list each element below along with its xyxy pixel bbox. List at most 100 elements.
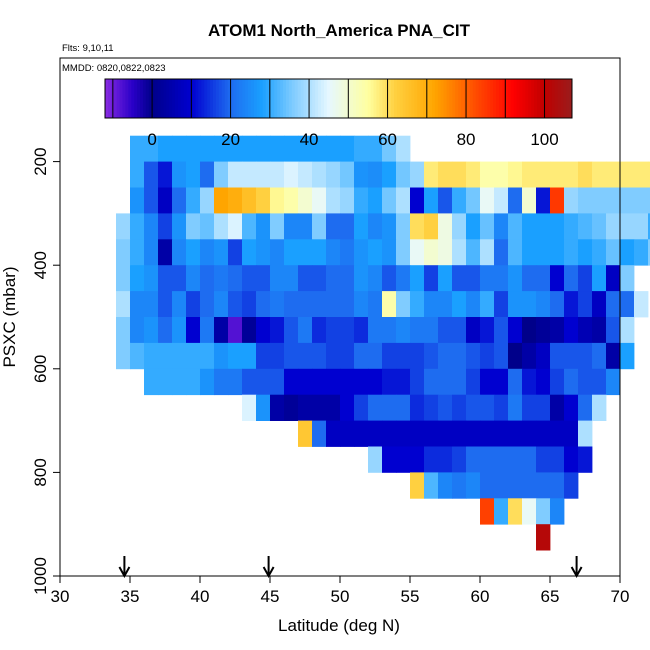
heatmap-cell [242, 213, 257, 240]
heatmap-cell [564, 265, 579, 292]
colorbar-segment [245, 79, 249, 118]
colorbar-segment [525, 79, 529, 118]
heatmap-cell [410, 265, 425, 292]
colorbar-tick-label: 60 [378, 130, 397, 149]
heatmap-cell [382, 368, 397, 396]
heatmap-cell [480, 446, 495, 473]
colorbar-segment [172, 79, 176, 118]
heatmap-cell [438, 161, 453, 188]
heatmap-cell [396, 213, 411, 240]
heatmap-cell [578, 213, 593, 240]
colorbar-segment [455, 79, 459, 118]
colorbar-segment [560, 79, 564, 118]
colorbar-segment [405, 79, 410, 118]
colorbar-segment [227, 79, 232, 118]
colorbar-segment [113, 79, 118, 118]
heatmap-cell [438, 394, 453, 421]
heatmap-cell [620, 291, 635, 318]
colorbar-segment [122, 79, 126, 118]
heatmap-cell [298, 135, 313, 162]
colorbar-segment [563, 79, 567, 118]
heatmap-cell [480, 472, 495, 499]
heatmap-cell [368, 342, 383, 370]
heatmap-cell [536, 420, 551, 447]
colorbar-segment [151, 79, 156, 118]
colorbar-segment [411, 79, 415, 118]
heatmap-cell [256, 317, 271, 344]
heatmap-cell [620, 187, 635, 214]
heatmap-cell [522, 420, 537, 447]
heatmap-cell [228, 317, 243, 344]
colorbar-segment [338, 79, 342, 118]
colorbar-segment [566, 79, 570, 118]
heatmap-cell [368, 291, 383, 318]
heatmap-cell [312, 291, 327, 318]
colorbar-segment [373, 79, 377, 118]
heatmap-cell [438, 420, 453, 447]
heatmap-cell [522, 317, 537, 344]
colorbar-tick-label: 0 [147, 130, 156, 149]
heatmap-cell [340, 213, 355, 240]
heatmap-cell [536, 265, 551, 292]
colorbar-segment [493, 79, 497, 118]
heatmap-cell [382, 291, 397, 318]
heatmap-cell [522, 446, 537, 473]
heatmap-cell [200, 368, 215, 396]
heatmap-cell [438, 239, 453, 266]
heatmap-cell [144, 213, 159, 240]
heatmap-cell [354, 368, 369, 396]
colorbar-tick-label: 100 [530, 130, 558, 149]
heatmap-cell [480, 317, 495, 344]
colorbar-segment [148, 79, 153, 118]
colorbar-tick-label: 40 [300, 130, 319, 149]
heatmap-cell [592, 239, 607, 266]
heatmap-cell [256, 394, 271, 421]
heatmap-cell [242, 161, 257, 188]
x-tick-label: 50 [331, 587, 350, 606]
heatmap-cell [368, 239, 383, 266]
heatmap-cell [536, 239, 551, 266]
colorbar-segment [534, 79, 538, 118]
heatmap-cell [270, 213, 285, 240]
heatmap-cell [424, 239, 439, 266]
heatmap-cell [438, 317, 453, 344]
heatmap-cell [130, 187, 145, 214]
colorbar-segment [183, 79, 188, 118]
heatmap-cell [270, 317, 285, 344]
heatmap-cell [452, 291, 467, 318]
heatmap-cell [410, 317, 425, 344]
heatmap-cell [340, 342, 355, 370]
heatmap-cell [242, 394, 257, 421]
heatmap-cell [326, 368, 341, 396]
heatmap-cell [564, 472, 579, 499]
heatmap-cell [550, 472, 565, 499]
heatmap-cell [130, 161, 145, 188]
y-tick-label: 600 [31, 355, 50, 383]
heatmap-cell [438, 342, 453, 370]
heatmap-cell [508, 446, 523, 473]
colorbar-segment [163, 79, 167, 118]
heatmap-cell [494, 342, 509, 370]
colorbar-segment [335, 79, 339, 118]
heatmap-cell [312, 135, 327, 162]
colorbar-segment [516, 79, 520, 118]
heatmap-cell [312, 342, 327, 370]
heatmap-cell [242, 135, 257, 162]
heatmap-cell [508, 161, 523, 188]
heatmap-cell [158, 368, 173, 396]
colorbar-segment [256, 79, 261, 118]
heatmap-cell [186, 161, 201, 188]
heatmap-cell [494, 446, 509, 473]
heatmap-cell [298, 265, 313, 292]
x-tick-label: 60 [471, 587, 490, 606]
colorbar-segment [472, 79, 477, 118]
flight-marker-head [570, 566, 583, 579]
heatmap-cell [242, 265, 257, 292]
heatmap-cell [592, 213, 607, 240]
heatmap-cell [228, 135, 243, 162]
heatmap-cell [368, 317, 383, 344]
heatmap-cell [144, 187, 159, 214]
heatmap-cell [396, 342, 411, 370]
colorbar-segment [242, 79, 246, 118]
